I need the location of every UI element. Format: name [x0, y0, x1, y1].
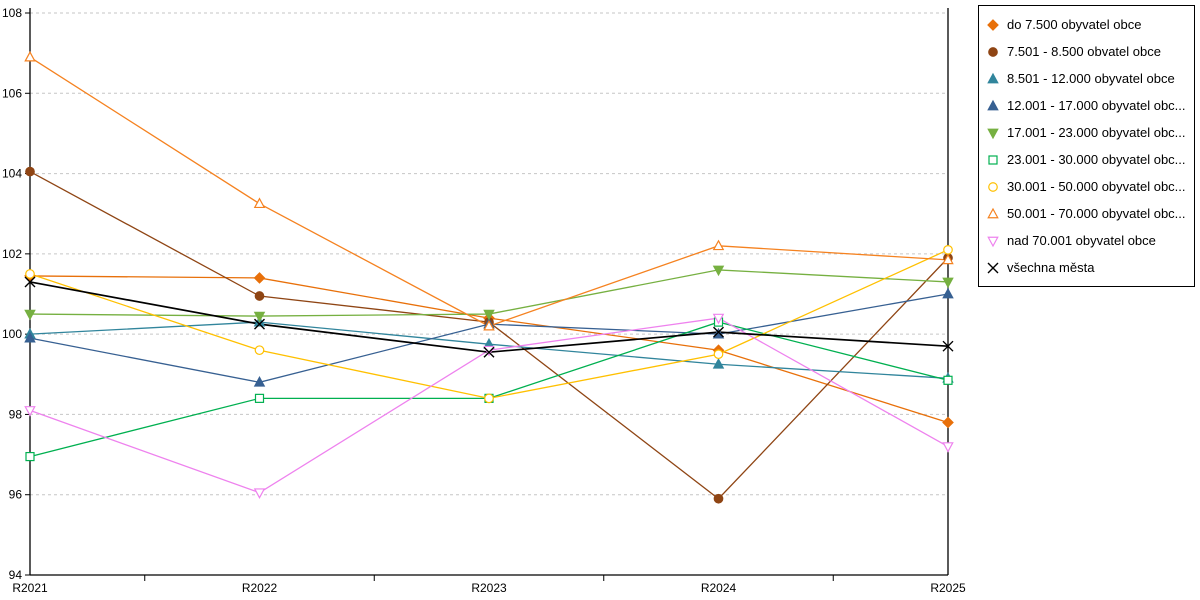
series-line [29, 56, 949, 327]
x-tick-label: R2023 [471, 581, 507, 595]
y-tick-label: 104 [2, 167, 22, 181]
legend-item-5: 17.001 - 23.000 obyvatel obc... [985, 119, 1188, 146]
legend-label: 30.001 - 50.000 obyvatel obc... [1007, 179, 1186, 194]
triangle-down-marker-icon [987, 236, 999, 247]
circle-marker-icon [988, 181, 998, 192]
x-marker-icon [987, 262, 999, 273]
legend-label: nad 70.001 obyvatel obce [1007, 233, 1156, 248]
legend-item-2: 7.501 - 8.500 obvatel obce [985, 38, 1188, 65]
x-tick-label: R2025 [930, 581, 966, 595]
square-marker-icon [988, 154, 998, 165]
y-tick-label: 98 [9, 407, 23, 421]
legend-item-1: do 7.500 obyvatel obce [985, 11, 1188, 38]
legend-item-9: nad 70.001 obyvatel obce [985, 227, 1188, 254]
y-tick-label: 106 [2, 86, 22, 100]
y-tick-label: 100 [2, 327, 22, 341]
legend-label: 7.501 - 8.500 obvatel obce [1007, 44, 1161, 59]
diamond-marker-icon [987, 18, 999, 31]
triangle-up-marker-icon [987, 99, 999, 110]
x-tick-label: R2022 [242, 581, 278, 595]
legend-item-10: všechna města [985, 254, 1188, 281]
legend-label: 8.501 - 12.000 obyvatel obce [1007, 71, 1175, 86]
legend-item-4: 12.001 - 17.000 obyvatel obc... [985, 92, 1188, 119]
legend-item-3: 8.501 - 12.000 obyvatel obce [985, 65, 1188, 92]
triangle-down-marker-icon [987, 128, 999, 139]
legend-label: 12.001 - 17.000 obyvatel obc... [1007, 98, 1186, 113]
triangle-up-marker-icon [987, 207, 999, 218]
circle-marker-icon [988, 46, 998, 57]
legend-label: 23.001 - 30.000 obyvatel obc... [1007, 152, 1186, 167]
y-tick-label: 96 [9, 488, 23, 502]
series-line [29, 170, 949, 500]
x-tick-label: R2024 [701, 581, 737, 595]
legend-label: 50.001 - 70.000 obyvatel obc... [1007, 206, 1186, 221]
chart-legend: do 7.500 obyvatel obce 7.501 - 8.500 obva… [978, 5, 1195, 287]
legend-label: do 7.500 obyvatel obce [1007, 17, 1142, 32]
triangle-up-marker-icon [987, 72, 999, 83]
y-tick-label: 94 [9, 568, 23, 582]
legend-label: všechna města [1007, 260, 1095, 275]
y-tick-label: 108 [2, 6, 22, 20]
legend-item-8: 50.001 - 70.000 obyvatel obc... [985, 200, 1188, 227]
legend-label: 17.001 - 23.000 obyvatel obc... [1007, 125, 1186, 140]
y-tick-label: 102 [2, 247, 22, 261]
legend-item-7: 30.001 - 50.000 obyvatel obc... [985, 173, 1188, 200]
x-tick-label: R2021 [12, 581, 48, 595]
legend-item-6: 23.001 - 30.000 obyvatel obc... [985, 146, 1188, 173]
